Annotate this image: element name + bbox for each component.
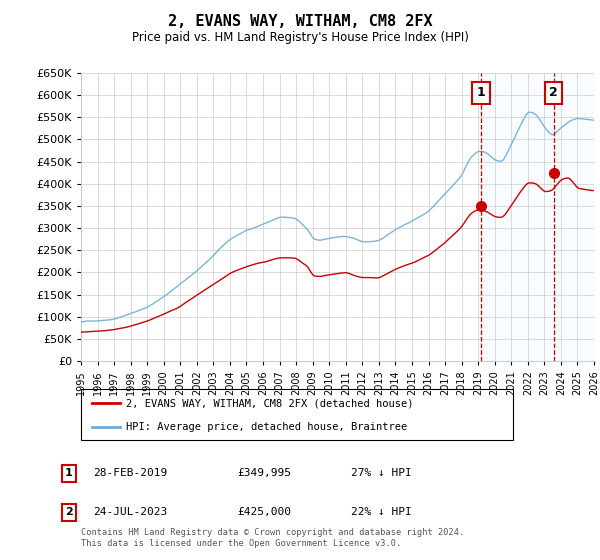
Text: 1: 1 (476, 86, 485, 100)
Bar (481, 73, 594, 361)
Text: £425,000: £425,000 (237, 507, 291, 517)
Text: Price paid vs. HM Land Registry's House Price Index (HPI): Price paid vs. HM Land Registry's House … (131, 31, 469, 44)
Text: 2, EVANS WAY, WITHAM, CM8 2FX (detached house): 2, EVANS WAY, WITHAM, CM8 2FX (detached … (127, 398, 414, 408)
Text: £349,995: £349,995 (237, 468, 291, 478)
Text: 28-FEB-2019: 28-FEB-2019 (93, 468, 167, 478)
Text: 2, EVANS WAY, WITHAM, CM8 2FX: 2, EVANS WAY, WITHAM, CM8 2FX (167, 14, 433, 29)
Text: 2: 2 (549, 86, 558, 100)
Text: 1: 1 (65, 468, 73, 478)
Text: Contains HM Land Registry data © Crown copyright and database right 2024.
This d: Contains HM Land Registry data © Crown c… (81, 528, 464, 548)
Text: 27% ↓ HPI: 27% ↓ HPI (351, 468, 412, 478)
Text: 24-JUL-2023: 24-JUL-2023 (93, 507, 167, 517)
Text: 22% ↓ HPI: 22% ↓ HPI (351, 507, 412, 517)
Text: HPI: Average price, detached house, Braintree: HPI: Average price, detached house, Brai… (127, 422, 407, 432)
Text: 2: 2 (65, 507, 73, 517)
